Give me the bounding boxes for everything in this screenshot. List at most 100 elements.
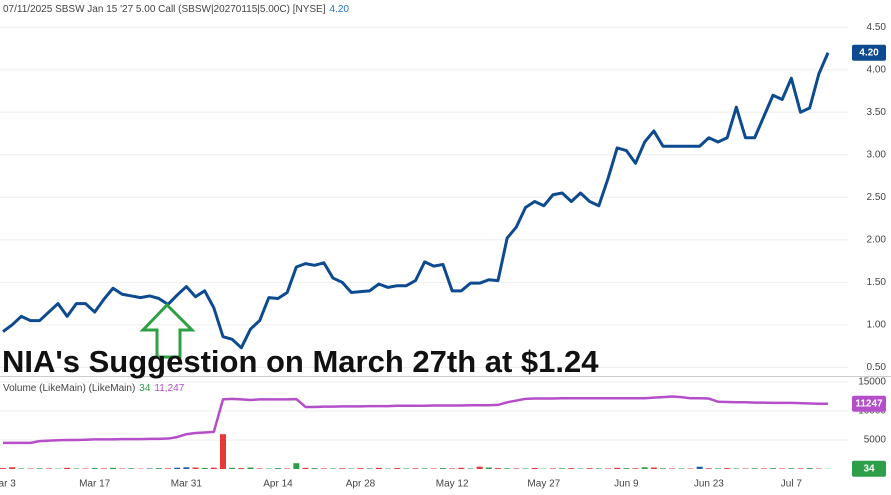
x-tick-label: Mar 17 — [79, 479, 111, 490]
bar — [375, 467, 382, 469]
bar — [696, 466, 703, 469]
bar — [64, 467, 71, 469]
bar — [705, 468, 712, 469]
bar — [559, 468, 566, 469]
bar — [110, 467, 116, 469]
bar — [146, 468, 153, 469]
bar — [779, 468, 786, 469]
bar — [522, 468, 529, 469]
bar — [18, 468, 25, 469]
bar — [339, 468, 346, 469]
bar — [220, 434, 226, 469]
bar — [751, 468, 758, 469]
bar — [91, 468, 98, 469]
y-tick-label: 0.50 — [867, 362, 887, 373]
bar — [275, 468, 281, 469]
y-tick-label: 2.00 — [867, 234, 887, 245]
y-tick-label: 1.50 — [867, 277, 887, 288]
bar — [9, 467, 16, 469]
bar — [733, 468, 740, 469]
line — [2, 52, 830, 350]
volume-title: Volume (LikeMain) (LikeMain) — [3, 383, 135, 394]
bar — [174, 467, 181, 469]
bar — [201, 467, 208, 469]
bar — [73, 468, 80, 469]
axes: Mar 3 Mar 17 Mar 31 Apr 14 Apr 28 May 12 May 2… — [0, 22, 886, 490]
bar — [302, 467, 309, 469]
x-tick-label: Jun 9 — [614, 479, 639, 490]
bar — [650, 467, 657, 469]
bar — [165, 468, 171, 469]
bar — [256, 468, 263, 469]
bar — [605, 468, 611, 469]
volume-header: Volume (LikeMain) (LikeMain) 34 11,247 — [3, 383, 185, 394]
chart-title: 07/11/2025 SBSW Jan 15 '27 5.00 Call (SB… — [3, 4, 326, 15]
bar — [45, 468, 52, 469]
last-value: 4.20 — [329, 4, 349, 15]
y-tick-label: 2.50 — [867, 192, 887, 203]
last-value-badge: 4.20 — [859, 47, 879, 58]
bar — [0, 468, 6, 469]
bar — [320, 468, 327, 469]
x-tick-label: Apr 14 — [263, 479, 293, 490]
bar — [797, 468, 804, 469]
bar — [247, 467, 254, 469]
bar — [669, 468, 676, 469]
y-tick-label: 4.00 — [867, 64, 887, 75]
bar — [504, 468, 511, 469]
bar — [788, 468, 795, 469]
x-tick-label: May 12 — [436, 479, 469, 490]
bar — [421, 468, 428, 469]
x-tick-label: Mar 3 — [0, 479, 16, 490]
bar — [128, 468, 135, 469]
bar — [550, 468, 556, 469]
bar — [724, 468, 731, 469]
y-tick-label: 15000 — [858, 377, 886, 388]
bar — [449, 468, 456, 469]
bar — [568, 468, 575, 469]
bar — [403, 468, 410, 469]
series-badge-bg — [852, 395, 886, 412]
bar — [311, 468, 318, 469]
line — [3, 395, 829, 445]
bar — [192, 467, 199, 469]
price-header: 07/11/2025 SBSW Jan 15 '27 5.00 Call (SB… — [3, 4, 349, 15]
bar — [467, 468, 474, 469]
last-value-badge-bg — [852, 44, 886, 61]
bar — [284, 468, 291, 469]
bar — [806, 468, 813, 469]
annotation: NIA's Suggestion on March 27th at $1.24 — [2, 344, 599, 379]
bar — [229, 467, 236, 469]
likemain-last: 11,247 — [154, 383, 184, 394]
bar — [531, 467, 538, 469]
series-badge: 34 — [863, 463, 875, 474]
bar — [715, 468, 721, 469]
x-tick-label: Apr 28 — [346, 479, 376, 490]
x-tick-label: May 27 — [527, 479, 560, 490]
bar — [440, 468, 446, 469]
x-tick-label: Mar 31 — [171, 479, 203, 490]
bar — [760, 468, 767, 469]
bar — [238, 468, 245, 469]
bar — [155, 468, 162, 469]
bar — [678, 468, 685, 469]
volume-last: 34 — [139, 383, 151, 394]
bar — [495, 468, 501, 469]
bar — [623, 468, 630, 469]
y-tick-label: 4.50 — [867, 22, 887, 33]
bar — [394, 468, 401, 469]
bar — [513, 468, 520, 469]
bar — [485, 467, 492, 469]
bar — [770, 468, 776, 469]
bar — [330, 468, 336, 469]
x-tick-label: Jun 23 — [694, 479, 724, 490]
bar — [641, 467, 648, 469]
bar — [210, 467, 217, 469]
bar — [614, 467, 621, 469]
grid — [0, 26, 848, 441]
bar — [476, 466, 483, 469]
bar — [293, 463, 300, 469]
y-tick-label: 3.00 — [867, 149, 887, 160]
